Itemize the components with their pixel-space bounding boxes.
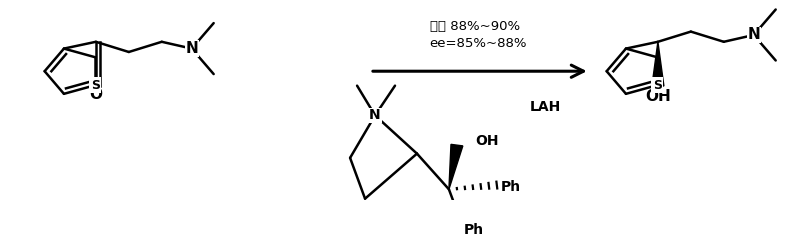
Text: N: N (747, 27, 760, 43)
Text: N: N (186, 41, 198, 56)
Text: 产率 88%~90%: 产率 88%~90% (430, 20, 520, 33)
Text: S: S (90, 79, 100, 92)
Text: Ph: Ph (464, 223, 484, 235)
Text: S: S (653, 79, 662, 92)
Text: ee=85%~88%: ee=85%~88% (429, 37, 526, 50)
Text: Ph: Ph (501, 180, 521, 194)
Polygon shape (652, 42, 664, 86)
Text: N: N (370, 108, 381, 122)
Polygon shape (449, 144, 463, 189)
Text: O: O (90, 87, 102, 102)
Text: OH: OH (475, 134, 498, 148)
Text: LAH: LAH (530, 100, 561, 114)
Text: OH: OH (645, 89, 670, 104)
